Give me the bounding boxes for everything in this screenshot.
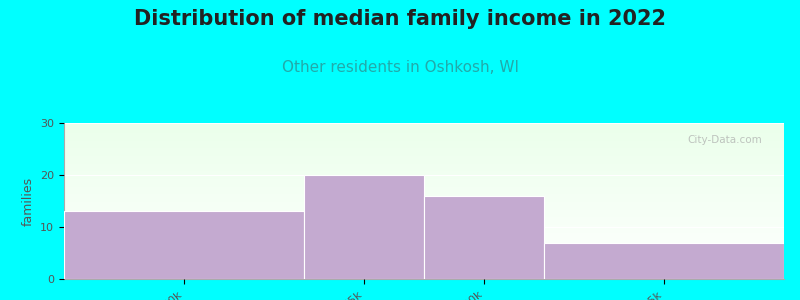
Text: Distribution of median family income in 2022: Distribution of median family income in … <box>134 9 666 29</box>
Bar <box>64 212 304 279</box>
Y-axis label: families: families <box>22 176 34 226</box>
Bar <box>304 175 424 279</box>
Bar <box>424 196 544 279</box>
Text: City-Data.com: City-Data.com <box>688 136 762 146</box>
Bar <box>544 243 784 279</box>
Text: Other residents in Oshkosh, WI: Other residents in Oshkosh, WI <box>282 60 518 75</box>
